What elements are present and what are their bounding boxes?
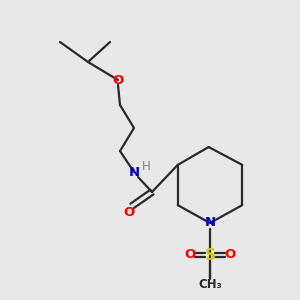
- Text: N: N: [128, 166, 140, 178]
- Text: O: O: [224, 248, 236, 262]
- Text: CH₃: CH₃: [198, 278, 222, 292]
- Text: N: N: [204, 217, 216, 230]
- Text: O: O: [112, 74, 124, 86]
- Text: H: H: [142, 160, 150, 173]
- Text: O: O: [184, 248, 196, 262]
- Text: O: O: [123, 206, 135, 220]
- Text: S: S: [205, 248, 215, 262]
